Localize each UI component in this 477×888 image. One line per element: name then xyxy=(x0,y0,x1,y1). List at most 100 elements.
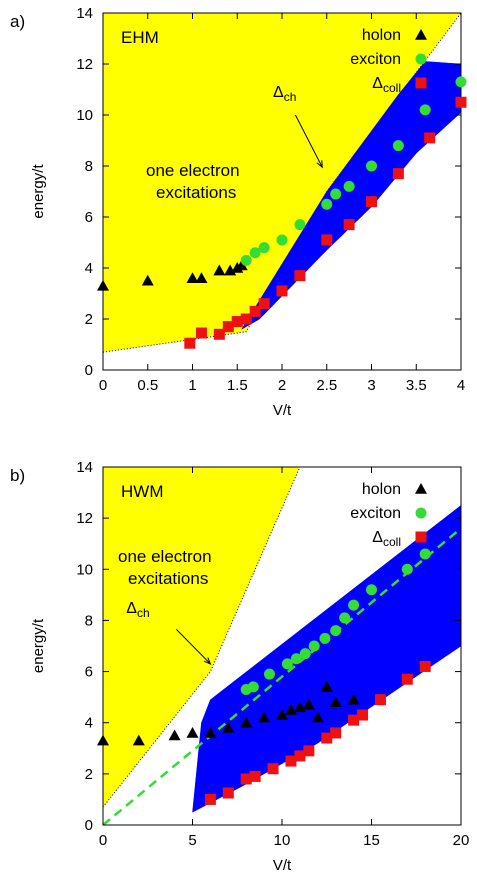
delta-ch-arrow xyxy=(294,114,323,168)
series-holon xyxy=(97,680,360,746)
y-tick-label: 6 xyxy=(85,664,93,681)
delta-ch-subscript: ch xyxy=(284,90,297,104)
delta-coll-point xyxy=(249,770,261,782)
delta-coll-point xyxy=(285,755,297,767)
x-tick-label: 0 xyxy=(99,832,107,849)
delta-coll-point xyxy=(366,196,377,208)
delta-coll-point xyxy=(294,750,306,762)
model-label: HWM xyxy=(121,482,163,501)
exciton-fit-line xyxy=(103,527,461,825)
legend-marker-circle xyxy=(415,53,427,65)
delta-ch-arrowhead xyxy=(316,160,323,169)
exciton-point xyxy=(348,599,360,611)
x-tick-label: 4 xyxy=(457,377,465,394)
exciton-point xyxy=(419,104,431,116)
delta-coll-point xyxy=(222,321,234,333)
one-electron-region xyxy=(103,467,300,808)
delta-coll-point xyxy=(330,727,342,739)
y-tick-label: 0 xyxy=(85,817,93,834)
x-axis-label: V/t xyxy=(273,402,292,419)
legend-label-sub: coll xyxy=(383,535,401,549)
delta-ch-subscript: ch xyxy=(137,606,150,620)
exciton-point xyxy=(308,640,320,652)
holon-point xyxy=(284,703,297,715)
delta-coll-point xyxy=(343,219,355,231)
x-tick-label: 20 xyxy=(453,832,470,849)
x-tick-label: 3.5 xyxy=(406,377,427,394)
legend-label: exciton xyxy=(350,505,401,522)
holon-point xyxy=(347,693,360,705)
y-tick-label: 14 xyxy=(76,5,93,22)
model-label: EHM xyxy=(121,28,159,47)
delta-coll-point xyxy=(455,96,467,108)
panel-label: b) xyxy=(10,466,25,485)
delta-coll-point xyxy=(419,660,431,672)
delta-coll-point xyxy=(240,773,252,785)
delta-coll-point xyxy=(195,327,207,339)
holon-point xyxy=(276,709,288,720)
x-tick-label: 2.5 xyxy=(316,377,337,394)
y-tick-label: 8 xyxy=(85,158,93,175)
exciton-point xyxy=(330,188,342,200)
exciton-point xyxy=(299,648,311,660)
holon-point xyxy=(311,711,324,723)
exciton-point xyxy=(294,219,306,231)
holon-point xyxy=(97,279,109,291)
y-tick-label: 6 xyxy=(85,209,93,226)
holon-point xyxy=(132,734,145,746)
holon-point xyxy=(141,274,154,286)
exciton-point xyxy=(401,563,413,575)
delta-coll-point xyxy=(267,763,279,775)
exciton-point xyxy=(281,658,293,670)
legend-label: holon xyxy=(362,481,401,498)
delta-ch-boundary xyxy=(103,467,301,808)
exciton-point xyxy=(366,584,377,596)
legend-label-main: Δ xyxy=(372,75,383,92)
x-tick-label: 2 xyxy=(278,377,286,394)
legend-label: holon xyxy=(362,27,401,44)
legend-marker-square xyxy=(415,77,427,89)
delta-coll-point xyxy=(357,709,369,721)
holon-point xyxy=(222,721,235,733)
y-tick-label: 4 xyxy=(85,715,93,732)
delta-coll-point xyxy=(184,337,196,349)
x-tick-label: 10 xyxy=(274,832,291,849)
delta-coll-point xyxy=(240,313,252,325)
panel-b: 0 5 10 15 20 0 2 4 6 8 10 12 14 V/t energy/t b) HWM one e… xyxy=(10,459,469,874)
exciton-point xyxy=(258,242,270,254)
series-delta-coll xyxy=(204,660,431,805)
x-tick-label: 0 xyxy=(99,377,107,394)
holon-point xyxy=(235,259,248,271)
delta-coll-point xyxy=(424,132,436,144)
exciton-point xyxy=(276,234,288,246)
exciton-point xyxy=(319,632,331,644)
holon-point xyxy=(97,734,109,746)
legend-marker-square xyxy=(415,531,427,543)
exciton-point xyxy=(419,548,431,560)
delta-coll-point xyxy=(392,168,404,180)
holon-point xyxy=(258,711,271,723)
y-tick-label: 4 xyxy=(85,260,93,277)
exciton-point xyxy=(366,160,377,172)
plot-area xyxy=(103,13,461,353)
holon-point xyxy=(204,726,217,738)
delta-coll-point xyxy=(321,732,333,744)
delta-coll-point xyxy=(258,298,270,310)
legend-marker-circle xyxy=(415,507,427,519)
exciton-point xyxy=(263,668,275,680)
legend: holon exciton Δcoll xyxy=(350,27,427,95)
holon-point xyxy=(329,696,342,708)
region-text-line1: one electron xyxy=(146,161,240,180)
one-electron-region xyxy=(103,13,461,353)
delta-coll-point xyxy=(231,316,243,328)
legend-marker-triangle xyxy=(415,483,427,494)
exciton-point xyxy=(249,247,261,259)
exciton-point xyxy=(343,180,355,192)
region-text-line1: one electron xyxy=(118,547,212,566)
exciton-point xyxy=(290,653,302,665)
delta-ch-arrowhead xyxy=(203,657,212,665)
x-axis-label: V/t xyxy=(273,857,292,874)
exciton-point xyxy=(247,681,259,693)
x-tick-label: 5 xyxy=(188,832,196,849)
y-tick-label: 2 xyxy=(85,311,93,328)
